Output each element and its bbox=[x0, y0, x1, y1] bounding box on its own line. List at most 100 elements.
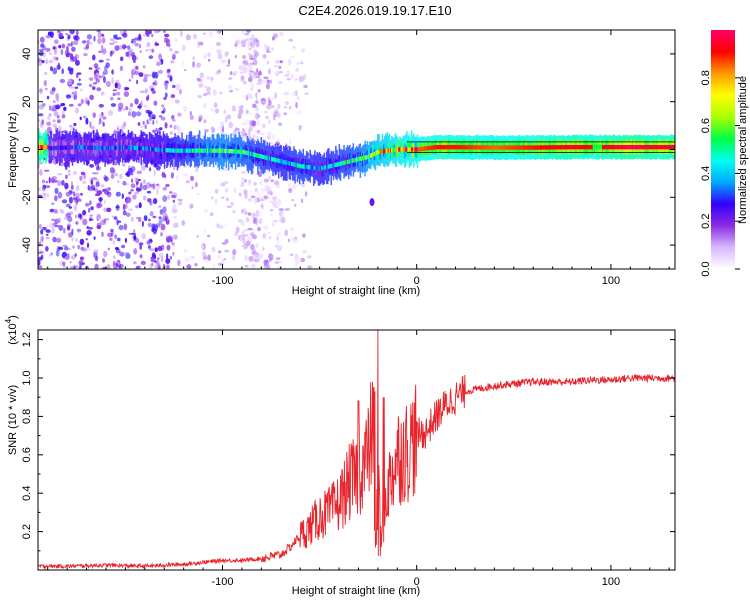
noise-speck bbox=[49, 208, 55, 213]
noise-speck bbox=[249, 120, 253, 127]
noise-speck bbox=[65, 191, 71, 197]
ridge-core bbox=[339, 161, 342, 166]
noise-speck bbox=[302, 250, 308, 254]
ridge-core bbox=[342, 160, 344, 166]
colorbar-tick-label: 0.4 bbox=[700, 166, 712, 181]
ridge-core bbox=[120, 145, 123, 150]
ridge-core bbox=[375, 150, 378, 155]
noise-speck bbox=[88, 177, 93, 182]
noise-speck bbox=[57, 119, 61, 124]
ridge-core bbox=[205, 148, 208, 153]
snr-frame bbox=[37, 329, 676, 571]
ridge-core bbox=[146, 146, 148, 151]
noise-speck bbox=[128, 232, 134, 235]
ridge-core bbox=[153, 147, 155, 152]
colorbar-tick-label: 0.8 bbox=[700, 70, 712, 85]
noise-speck bbox=[142, 184, 148, 191]
ridge-core bbox=[138, 146, 140, 151]
noise-speck bbox=[251, 263, 256, 269]
ridge-core bbox=[160, 147, 162, 152]
noise-speck bbox=[38, 188, 42, 191]
noise-speck bbox=[247, 197, 253, 202]
ridge-core bbox=[571, 145, 574, 150]
noise-speck bbox=[234, 88, 240, 91]
noise-speck bbox=[143, 195, 147, 201]
ridge-core bbox=[172, 148, 174, 153]
ridge-core bbox=[223, 148, 225, 153]
noise-speck bbox=[54, 224, 60, 228]
noise-speck bbox=[63, 227, 66, 234]
ridge-core bbox=[364, 155, 366, 160]
noise-speck bbox=[304, 191, 308, 197]
noise-speck bbox=[247, 182, 252, 186]
noise-speck bbox=[166, 244, 171, 251]
x-tick-label: -100 bbox=[211, 275, 233, 287]
noise-speck bbox=[122, 32, 128, 38]
y-tick-label: 1.0 bbox=[21, 370, 33, 385]
noise-speck bbox=[155, 165, 161, 171]
noise-speck bbox=[252, 168, 255, 174]
noise-speck bbox=[89, 41, 93, 46]
ridge-core bbox=[167, 148, 169, 153]
noise-speck bbox=[213, 263, 216, 269]
noise-speck bbox=[60, 103, 66, 106]
noise-speck bbox=[123, 91, 130, 97]
noise-speck bbox=[150, 257, 156, 263]
ridge-core bbox=[470, 145, 472, 150]
noise-speck bbox=[284, 229, 289, 237]
ridge-core bbox=[526, 145, 528, 150]
ridge-core bbox=[330, 163, 332, 169]
ridge-core bbox=[382, 149, 385, 154]
noise-speck bbox=[220, 182, 226, 187]
noise-speck bbox=[263, 195, 269, 200]
ridge-core bbox=[471, 145, 473, 150]
ridge-core bbox=[334, 162, 336, 168]
noise-speck bbox=[68, 196, 73, 204]
ridge-core bbox=[561, 145, 563, 150]
noise-speck bbox=[94, 263, 99, 269]
ridge-core bbox=[590, 145, 592, 150]
noise-speck bbox=[248, 76, 253, 83]
ridge-core bbox=[410, 147, 413, 152]
noise-speck bbox=[122, 203, 126, 211]
noise-speck bbox=[179, 89, 182, 95]
noise-speck bbox=[198, 83, 204, 88]
noise-speck bbox=[196, 192, 200, 196]
noise-speck bbox=[265, 263, 271, 269]
ridge-core bbox=[299, 163, 301, 169]
noise-speck bbox=[250, 63, 254, 66]
ridge-core bbox=[45, 145, 47, 150]
ridge-core bbox=[494, 145, 497, 150]
ridge-core bbox=[500, 145, 503, 150]
noise-speck bbox=[170, 94, 176, 99]
noise-speck bbox=[38, 259, 41, 266]
noise-speck bbox=[206, 234, 211, 238]
ridge-core bbox=[477, 145, 479, 150]
noise-speck bbox=[74, 253, 77, 257]
ridge-core bbox=[302, 164, 304, 169]
ridge-core bbox=[396, 147, 399, 152]
ridge-core bbox=[300, 164, 302, 169]
ridge-core bbox=[92, 145, 95, 150]
noise-speck bbox=[44, 87, 48, 91]
noise-speck bbox=[125, 106, 129, 111]
noise-speck bbox=[67, 223, 72, 228]
noise-speck bbox=[93, 251, 96, 258]
ridge-core bbox=[90, 145, 92, 150]
ridge-core bbox=[370, 153, 372, 158]
noise-speck bbox=[275, 241, 281, 248]
ridge-core bbox=[137, 145, 139, 151]
noise-speck bbox=[228, 121, 234, 129]
ridge-core bbox=[398, 147, 400, 152]
noise-speck bbox=[171, 242, 175, 245]
ridge-core bbox=[236, 149, 238, 154]
snr-series-line bbox=[38, 330, 675, 570]
noise-speck bbox=[149, 116, 152, 121]
noise-speck bbox=[155, 41, 157, 45]
noise-speck bbox=[242, 55, 247, 59]
noise-speck bbox=[297, 61, 299, 66]
noise-speck bbox=[240, 105, 244, 109]
noise-speck bbox=[162, 186, 167, 191]
noise-speck bbox=[253, 182, 257, 186]
noise-speck bbox=[171, 194, 177, 199]
